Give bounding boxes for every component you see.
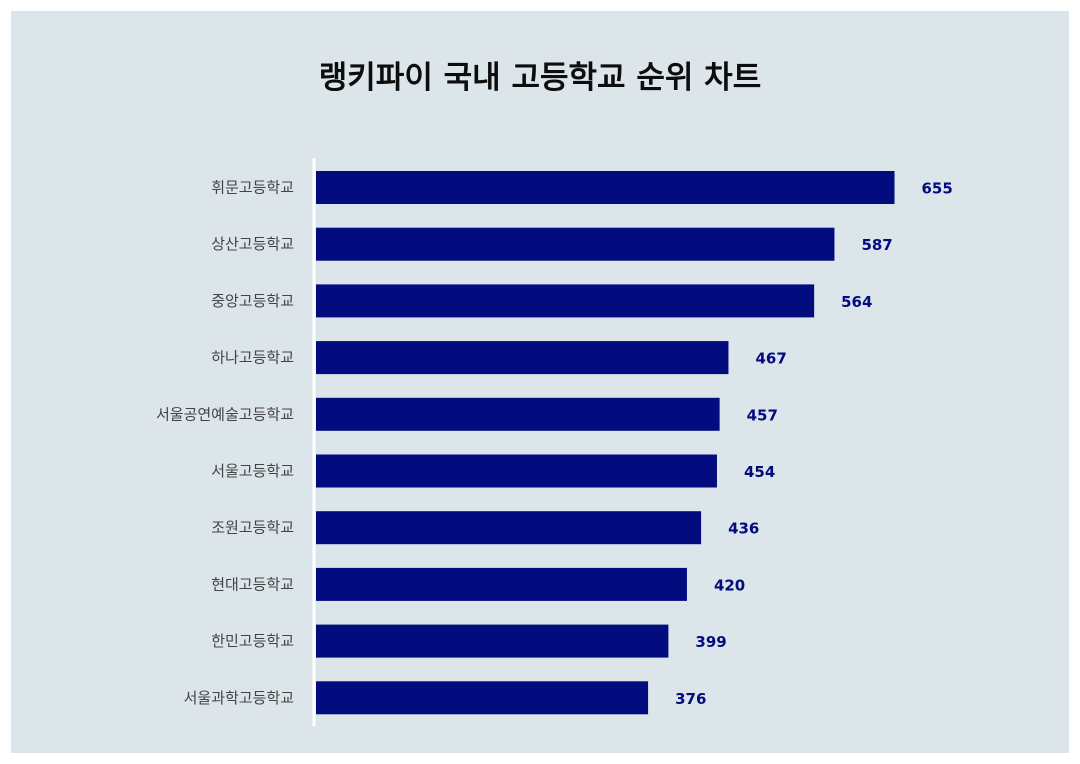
bar-1: [316, 171, 895, 204]
category-label-2: 상산고등학교: [211, 235, 294, 253]
value-label-4: 467: [755, 350, 786, 368]
bar-6: [316, 454, 717, 488]
value-label-5: 457: [747, 406, 778, 424]
value-label-3: 564: [841, 293, 872, 311]
category-label-5: 서울공연예술고등학교: [156, 405, 294, 423]
bar-8: [316, 567, 687, 601]
bar-7: [316, 511, 702, 545]
value-label-1: 655: [922, 180, 953, 198]
value-label-10: 376: [675, 690, 706, 708]
bar-10: [316, 681, 649, 715]
bar-3: [316, 284, 815, 318]
value-label-9: 399: [695, 633, 726, 651]
bars-layer: 휘문고등학교 655 상산고등학교 587 중앙고등학교 564 하나고등학교 467 서울공연…: [156, 158, 953, 726]
category-label-10: 서울과학고등학교: [184, 689, 294, 707]
value-label-8: 420: [714, 576, 745, 594]
bar-4: [316, 341, 729, 375]
value-label-6: 454: [744, 463, 775, 481]
category-label-1: 휘문고등학교: [211, 179, 294, 197]
value-label-7: 436: [728, 520, 759, 538]
chart-title: 랭키파이 국내 고등학교 순위 차트: [318, 60, 762, 96]
bar-5: [316, 397, 720, 431]
bar-9: [316, 624, 669, 658]
category-label-8: 현대고등학교: [211, 575, 294, 593]
category-label-6: 서울고등학교: [211, 462, 294, 480]
category-label-9: 한민고등학교: [211, 632, 294, 650]
category-label-7: 조원고등학교: [211, 519, 294, 537]
category-label-4: 하나고등학교: [211, 349, 294, 367]
category-label-3: 중앙고등학교: [211, 292, 294, 310]
value-label-2: 587: [861, 236, 892, 254]
bar-2: [316, 227, 835, 261]
